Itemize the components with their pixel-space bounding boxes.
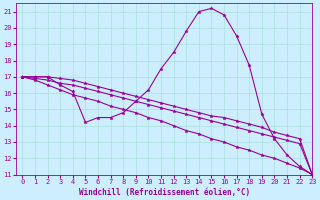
X-axis label: Windchill (Refroidissement éolien,°C): Windchill (Refroidissement éolien,°C) [79, 188, 250, 197]
